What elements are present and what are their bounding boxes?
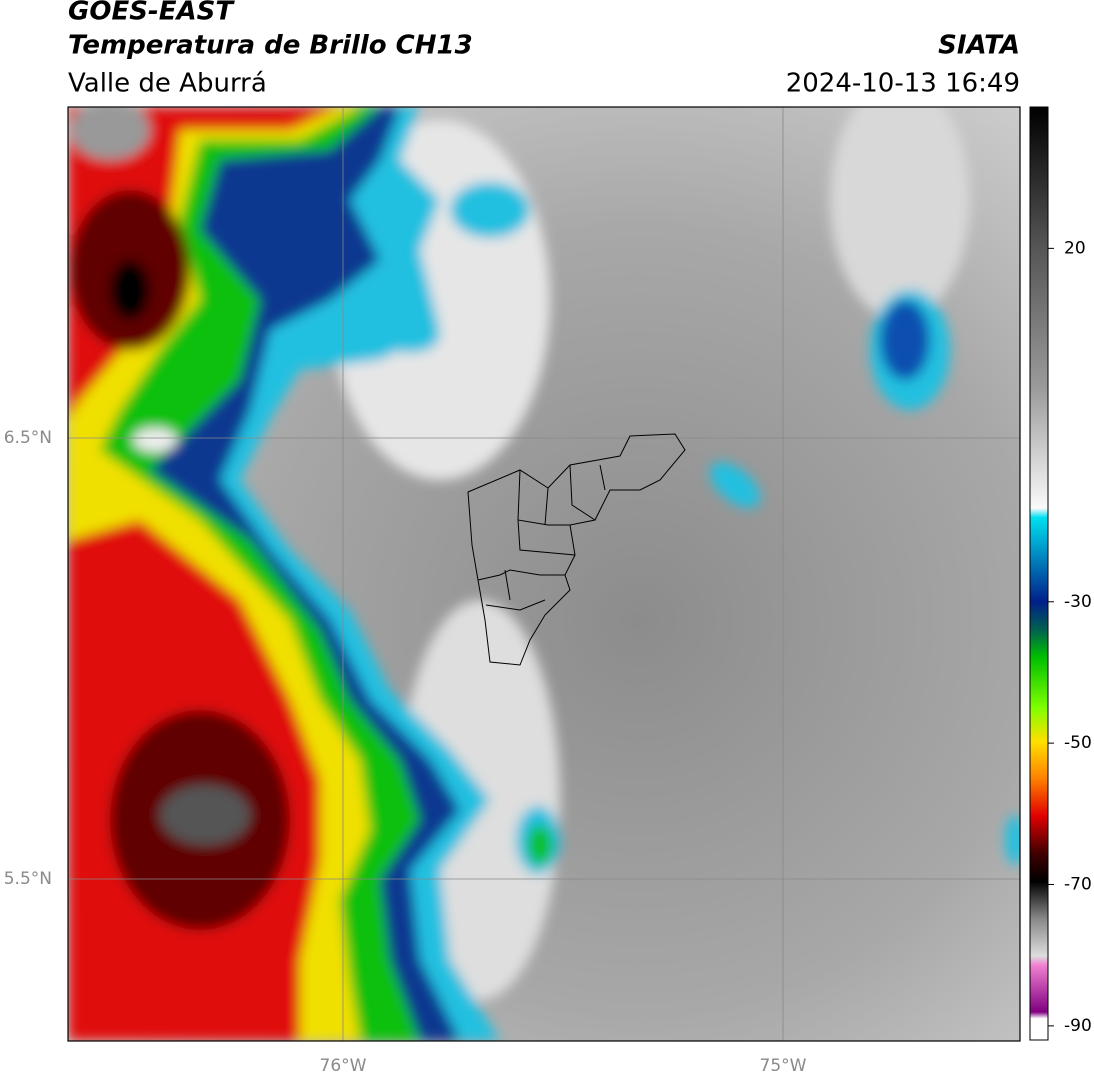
- colorbar-tick-label: -70: [1064, 875, 1092, 895]
- lon-label: 76°W: [320, 1056, 367, 1076]
- lat-label: 6.5°N: [4, 428, 52, 448]
- subtitle: Temperatura de Brillo CH13: [68, 31, 473, 61]
- satellite-image: [68, 107, 1020, 1041]
- map-frame: [67, 106, 1021, 1042]
- title: GOES-EAST: [68, 0, 235, 27]
- region: Valle de Aburrá: [68, 69, 267, 99]
- brand: SIATA: [938, 31, 1020, 61]
- colorbar: [1029, 106, 1049, 1041]
- colorbar-tick-label: 20: [1064, 238, 1086, 258]
- colorbar-tick-label: -90: [1064, 1016, 1092, 1036]
- colorbar-ticks: 20 -30 -50 -70 -90: [1048, 238, 1092, 1036]
- municipality-boundaries: [467, 433, 686, 666]
- datetime: 2024-10-13 16:49: [786, 69, 1020, 99]
- lat-label: 5.5°N: [4, 869, 52, 889]
- colorbar-tick-label: -30: [1064, 592, 1092, 612]
- lon-label: 75°W: [760, 1056, 807, 1076]
- colorbar-tick-label: -50: [1064, 733, 1092, 753]
